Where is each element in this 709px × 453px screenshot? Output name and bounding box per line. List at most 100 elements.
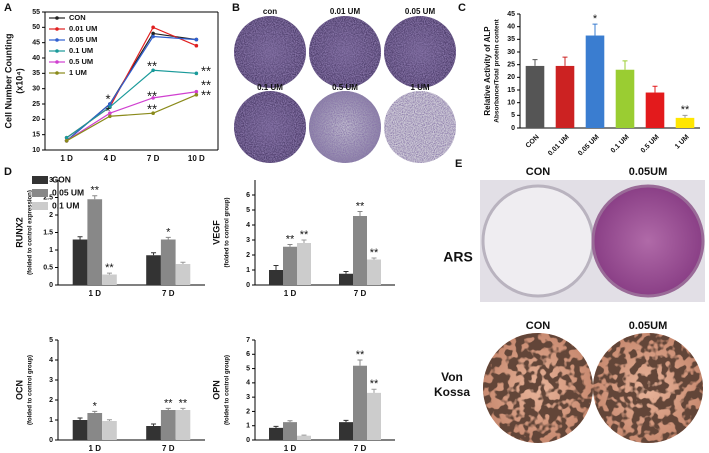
bar [283,246,297,285]
x-tick-label: 7 D [354,444,367,453]
y-tick-label: 2 [246,408,250,415]
dish-image [234,91,306,163]
bar [675,117,695,128]
line-series [66,94,197,142]
significance: * [593,13,598,25]
significance: * [166,226,171,238]
x-tick-label: 7 D [354,289,367,298]
panel-letter: E [455,158,462,170]
legend-label: CON [69,13,86,22]
y-axis-label: (x10⁴) [14,68,24,93]
row-label: Kossa [434,385,470,399]
x-tick-label: CON [525,134,541,150]
annotation: ** [201,63,211,78]
panel-b-images [234,16,456,163]
point [64,135,69,140]
point [108,105,112,109]
legend-swatch [32,189,48,197]
error-bar [343,271,349,274]
y-tick-label: 0 [246,437,250,444]
column-label: 0.05UM [629,166,668,178]
point [108,114,112,119]
bar [102,274,117,285]
y-tick-label: 35 [507,36,515,43]
y-tick-label: 15 [507,87,515,94]
y-tick-label: 6 [246,192,250,199]
error-bar [92,195,98,200]
panel-letter: B [232,2,240,14]
y-tick-label: 2 [49,212,53,219]
error-bar [92,410,98,413]
bar [615,69,635,128]
legend-label: 0.05 UM [52,187,84,197]
y-tick-label: 4 [246,380,250,387]
y-tick-label: 5 [511,112,515,119]
significance: ** [300,229,309,241]
y-tick-label: 30 [507,49,515,56]
dish-image [309,91,381,163]
bar [72,420,88,440]
dish-image [384,91,456,163]
y-tick-label: 5 [49,337,53,344]
y-tick-label: 0 [49,282,53,289]
error-bar [180,261,186,264]
error-bar [652,85,658,93]
y-tick-label: 0 [246,282,250,289]
bar [160,410,176,440]
annotation: ** [147,88,157,103]
legend-label: 1 UM [69,68,87,77]
y-axis-label: (folded to control group) [28,355,34,425]
legend-swatch [55,16,59,20]
line-series [66,69,197,139]
error-bar [273,265,279,270]
bar [297,435,311,440]
y-tick-label: 45 [32,40,40,47]
y-tick-label: 40 [507,24,515,31]
y-tick-label: 3 [246,237,250,244]
y-tick-label: 20 [32,116,40,123]
significance: ** [370,247,379,259]
y-tick-label: 3 [49,377,53,384]
x-tick-label: 0.05 UM [577,134,601,158]
y-axis-label: (folded to control expression) [28,190,34,275]
x-tick-label: 1 UM [674,134,691,151]
legend-swatch [55,38,59,42]
error-bar [357,359,363,366]
error-bar [77,236,83,240]
point [64,139,69,143]
y-tick-label: 10 [507,100,515,107]
bar [160,239,176,285]
bar [525,65,545,128]
point [151,68,155,73]
y-tick-label: 45 [507,11,515,18]
legend-swatch [55,60,59,64]
dish-label: con [263,7,277,16]
legend-label: 0.5 UM [69,57,93,66]
bar [269,427,283,440]
annotation: ** [147,58,157,73]
y-tick-label: 15 [32,132,40,139]
x-tick-label: 7 D [162,444,175,453]
dish-label: 0.1 UM [257,83,283,92]
x-tick-label: 1 D [284,289,297,298]
y-tick-label: 7 [246,337,250,344]
y-tick-label: 1 [49,417,53,424]
legend-swatch [32,202,48,210]
dish-label: 0.5 UM [332,83,358,92]
error-bar [287,244,293,247]
point [151,111,155,115]
column-label: CON [526,166,551,178]
vk-image [593,333,703,443]
x-tick-label: 0.01 UM [547,134,571,158]
bar [339,422,353,440]
point [194,37,199,42]
dish-label: 0.05 UM [405,7,436,16]
error-bar [180,407,186,410]
bar [87,199,103,285]
bar [87,413,103,440]
bar [367,259,381,285]
bar [367,392,381,440]
y-tick-label: 25 [507,62,515,69]
bar [175,410,191,440]
point [194,93,199,97]
